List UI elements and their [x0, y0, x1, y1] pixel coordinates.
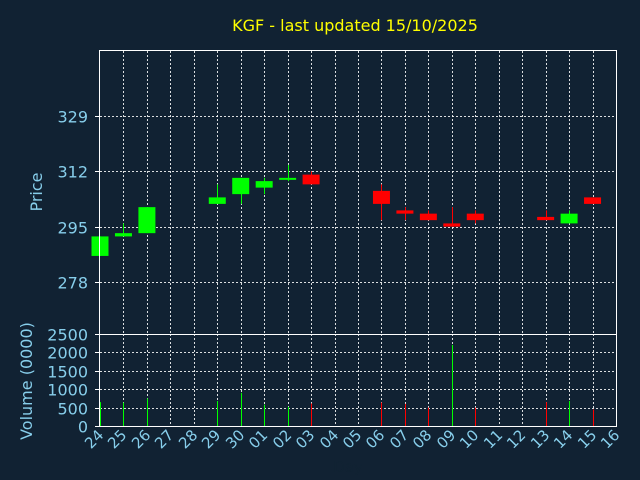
price-panel: 278 295 312 329 Price — [27, 50, 617, 335]
price-y-tick-label: 278 — [57, 274, 88, 293]
volume-y-tick-label: 2500 — [47, 326, 88, 345]
candle-body — [560, 213, 578, 224]
candle-body — [232, 177, 250, 195]
price-y-ticks: 278 295 312 329 — [57, 108, 100, 293]
candle-body — [208, 197, 226, 204]
candle-body — [255, 181, 273, 188]
price-y-tick-label: 312 — [57, 163, 88, 182]
candle-body — [396, 210, 414, 214]
candle-body — [537, 216, 555, 221]
candle-body — [372, 190, 390, 204]
volume-y-tick-label: 0 — [78, 418, 88, 437]
price-y-tick-label: 329 — [57, 108, 88, 127]
volume-y-tick-label: 1000 — [47, 381, 88, 400]
chart-title: KGF - last updated 15/10/2025 — [232, 16, 478, 35]
x-tick-labels: 2425262728293001020304050607080910111213… — [81, 426, 623, 452]
candle-body — [279, 177, 297, 180]
volume-bars — [100, 345, 594, 426]
volume-axis-label: Volume (0000) — [17, 322, 36, 440]
volume-y-tick-label: 500 — [57, 400, 88, 419]
volume-y-tick-label: 2000 — [47, 344, 88, 363]
price-y-tick-label: 295 — [57, 219, 88, 238]
candle-body — [584, 197, 602, 204]
candle-body — [138, 207, 156, 234]
price-axis-label: Price — [27, 172, 46, 211]
price-candles — [91, 164, 602, 256]
candle-body — [302, 174, 320, 185]
candle-body — [443, 223, 461, 227]
x-axis-label: Day — [333, 458, 363, 476]
volume-frame — [99, 334, 617, 427]
candle-body — [419, 213, 437, 221]
candle-body — [114, 233, 132, 237]
volume-y-tick-label: 1500 — [47, 363, 88, 382]
candle-body — [466, 213, 484, 221]
